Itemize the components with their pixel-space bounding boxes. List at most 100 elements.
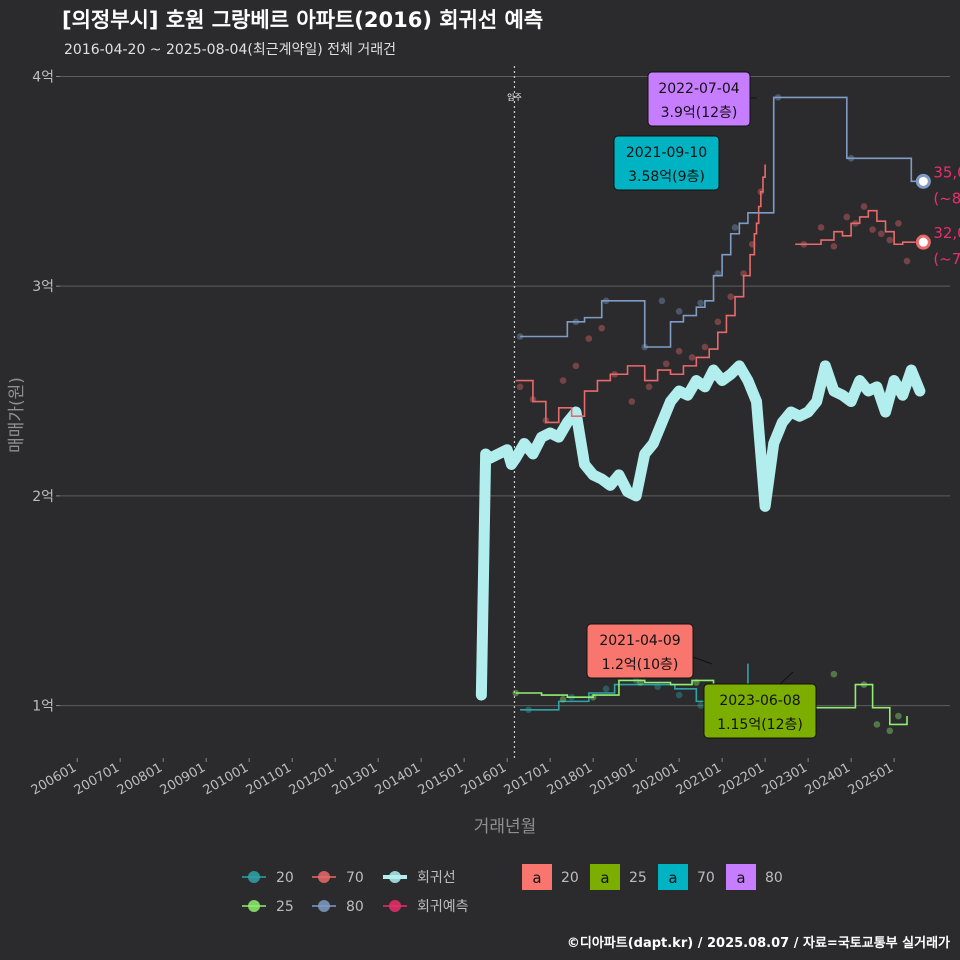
callout-leader xyxy=(779,671,794,685)
x-tick-label: 202001 xyxy=(631,760,681,798)
series-70-point xyxy=(628,398,636,405)
series-20-point xyxy=(697,702,704,709)
series-25-point xyxy=(886,727,894,735)
x-tick-label: 202201 xyxy=(717,760,767,798)
end-marker xyxy=(915,173,931,189)
legend-item-label: 70 xyxy=(346,870,364,886)
legend-point-key xyxy=(318,871,330,883)
callout-value: 3.58억(9층) xyxy=(628,169,705,185)
series-70-point xyxy=(559,377,567,384)
series-20-point xyxy=(675,691,683,699)
callout-box xyxy=(613,135,720,191)
x-axis-title: 거래년월 xyxy=(474,817,537,837)
series-70-point xyxy=(869,226,876,233)
series-70-point xyxy=(903,257,911,265)
y-tick-label: 1억 xyxy=(32,699,54,715)
callout-value: 1.2억(10층) xyxy=(602,657,679,673)
x-tick-label: 200801 xyxy=(115,760,165,798)
callout-date: 2022-07-04 xyxy=(658,81,739,97)
series-70-point xyxy=(714,318,722,326)
series-70-line xyxy=(515,164,766,424)
callout-box xyxy=(586,623,694,679)
x-tick-label: 202101 xyxy=(674,760,724,798)
legend-box-key xyxy=(522,864,552,890)
legend: 20 70 회귀선 25 80 회귀예측 a 20 a 25 a 70 a 80 xyxy=(242,864,783,915)
series-70-point xyxy=(727,293,735,300)
legend-box-key xyxy=(726,864,756,890)
series-80-point xyxy=(697,299,704,307)
y-axis-ticks: 1억 2억 3억 4억 xyxy=(32,69,60,715)
callout-box xyxy=(647,71,751,127)
x-tick-label: 202301 xyxy=(760,760,810,798)
series-25-point xyxy=(830,670,838,678)
x-tick-label: 201301 xyxy=(330,760,380,798)
legend-box-letter: a xyxy=(532,869,541,887)
series-70-point xyxy=(886,236,894,244)
legend-point-key xyxy=(318,900,330,912)
legend-point-key xyxy=(389,900,401,912)
x-tick-label: 202501 xyxy=(846,760,896,798)
end-label-area: (~70㎡) xyxy=(933,250,960,268)
chart-subtitle: 2016-04-20 ~ 2025-08-04(최근계약일) 전체 거래건 xyxy=(64,42,396,58)
series-70-point xyxy=(675,347,683,355)
footer-credit: ©디아파트(dapt.kr) / 2025.08.07 / 자료=국토교통부 실… xyxy=(567,935,950,951)
series-20-point xyxy=(602,685,610,693)
callout-value: 1.15억(12층) xyxy=(717,717,803,733)
x-tick-label: 201401 xyxy=(373,760,423,798)
y-tick-label: 2억 xyxy=(32,489,54,505)
legend-box-letter: a xyxy=(736,869,745,887)
callout-labels: 2022-07-04 3.9억(12층) 2021-09-10 3.58억(9층) 20… xyxy=(586,71,817,739)
legend-box-label: 20 xyxy=(561,870,579,886)
callout-date: 2021-09-10 xyxy=(626,145,707,161)
series-70-point xyxy=(860,203,868,210)
x-tick-label: 201601 xyxy=(459,760,509,798)
x-tick-label: 201101 xyxy=(244,760,294,798)
legend-item-label: 25 xyxy=(276,899,294,915)
plot-area: 입주 xyxy=(475,66,926,758)
legend-point-key xyxy=(248,900,260,912)
x-tick-label: 201201 xyxy=(287,760,337,798)
end-labels: 35,000 (~80㎡) 32,067 (~70㎡) xyxy=(915,163,960,268)
legend-box-key xyxy=(590,864,620,890)
x-tick-label: 200901 xyxy=(158,760,208,798)
y-tick-label: 4억 xyxy=(32,69,54,85)
legend-box-letter: a xyxy=(668,869,677,887)
series-25-line xyxy=(515,679,908,726)
end-label-value: 35,000 xyxy=(933,163,960,181)
series-70-point xyxy=(817,224,825,231)
series-70-point xyxy=(598,324,606,332)
x-tick-label: 201501 xyxy=(416,760,466,798)
legend-box-key xyxy=(658,864,688,890)
series-70-point xyxy=(877,230,885,238)
legend-box-label: 70 xyxy=(697,870,715,886)
legend-box-letter: a xyxy=(600,869,609,887)
series-70-point xyxy=(585,335,593,342)
series-70-point xyxy=(688,354,696,361)
series-70-line xyxy=(795,209,916,246)
series-70-point xyxy=(572,362,580,370)
series-70-point xyxy=(701,343,709,351)
series-80-point xyxy=(675,308,683,315)
x-tick-label: 200701 xyxy=(72,760,122,798)
series-80-point xyxy=(658,297,666,305)
x-tick-label: 201001 xyxy=(201,760,251,798)
x-tick-label: 200601 xyxy=(29,760,79,798)
x-tick-label: 202401 xyxy=(803,760,853,798)
callout-box xyxy=(703,683,817,739)
x-axis-ticks: 2006012007012008012009012010012011012012… xyxy=(29,758,896,798)
move-in-label: 입주 xyxy=(507,93,522,102)
legend-point-key xyxy=(389,871,401,883)
series-70-point xyxy=(895,219,902,227)
series-80-point xyxy=(731,224,739,231)
end-marker xyxy=(915,234,931,250)
series-70-point xyxy=(662,360,670,368)
x-tick-label: 201801 xyxy=(545,760,595,798)
end-label-area: (~80㎡) xyxy=(933,189,960,207)
regression-line xyxy=(475,360,926,701)
callout-value: 3.9억(12층) xyxy=(661,105,738,121)
legend-point-key xyxy=(248,871,260,883)
legend-item-label: 회귀선 xyxy=(417,870,456,886)
legend-item-label: 20 xyxy=(276,870,294,886)
series-70-point xyxy=(830,243,838,250)
